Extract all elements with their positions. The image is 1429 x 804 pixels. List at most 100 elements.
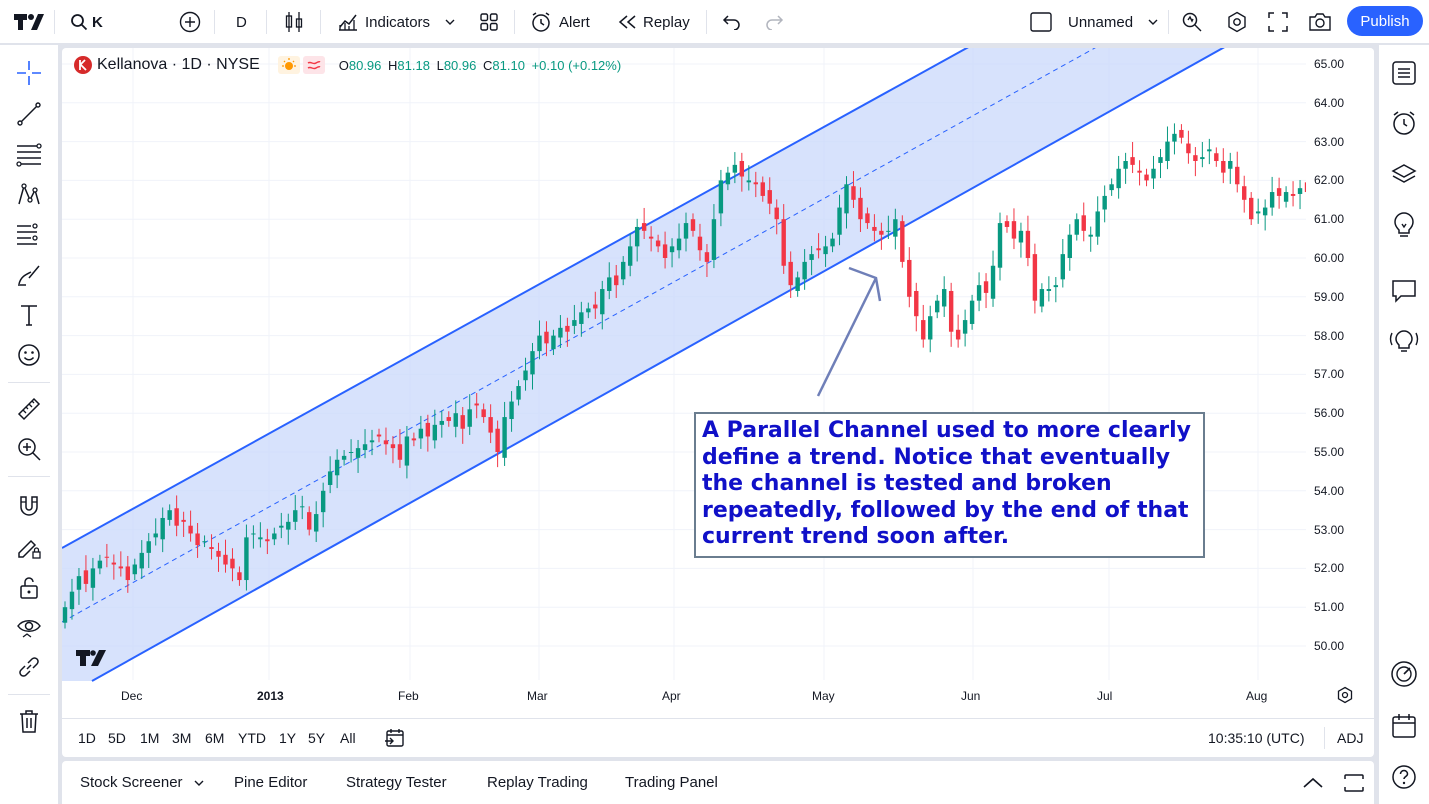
camera-icon bbox=[1309, 13, 1331, 31]
candle-body bbox=[600, 289, 605, 315]
lock-drawings-tool[interactable] bbox=[0, 567, 58, 607]
chevron-down-icon bbox=[445, 19, 455, 25]
publish-button[interactable]: Publish bbox=[1347, 6, 1423, 36]
quick-search-button[interactable] bbox=[1181, 0, 1205, 44]
range-button-3m[interactable]: 3M bbox=[172, 730, 192, 746]
pattern-tool[interactable] bbox=[0, 174, 58, 214]
alert-button[interactable]: Alert bbox=[530, 0, 590, 44]
candle-body bbox=[369, 440, 375, 443]
crosshair-tool[interactable] bbox=[0, 53, 58, 93]
brush-tool[interactable] bbox=[0, 254, 58, 294]
alerts-button[interactable] bbox=[1379, 103, 1429, 143]
compare-button[interactable] bbox=[179, 0, 201, 44]
trend-line-icon bbox=[17, 102, 41, 126]
range-button-1y[interactable]: 1Y bbox=[279, 730, 297, 746]
tab-stock-screener[interactable]: Stock Screener bbox=[80, 761, 205, 804]
chart-pane[interactable]: Kellanova · 1D · NYSE O80.96 H81.18 L80.… bbox=[62, 48, 1374, 757]
candle-body bbox=[572, 320, 577, 326]
zoom-tool[interactable] bbox=[0, 429, 58, 469]
candle-body bbox=[474, 403, 479, 406]
candle-body bbox=[607, 277, 612, 291]
candle-body bbox=[237, 572, 242, 581]
annotation-textbox[interactable]: A Parallel Channel used to more clearly … bbox=[694, 412, 1205, 558]
indicators-button[interactable]: Indicators bbox=[337, 0, 456, 44]
range-button-1d[interactable]: 1D bbox=[78, 730, 96, 746]
range-button-ytd[interactable]: YTD bbox=[238, 730, 266, 746]
fullscreen-button[interactable] bbox=[1268, 0, 1288, 44]
emoji-tool[interactable] bbox=[0, 335, 58, 375]
candle-body bbox=[1102, 195, 1107, 210]
candle-body bbox=[1172, 133, 1177, 142]
text-tool[interactable] bbox=[0, 295, 58, 335]
channel-median-line bbox=[62, 48, 1096, 623]
redo-button[interactable] bbox=[764, 0, 784, 44]
tab-strategy-tester[interactable]: Strategy Tester bbox=[346, 761, 447, 804]
candle-body bbox=[718, 180, 724, 214]
link-tool[interactable] bbox=[0, 647, 58, 687]
tab-trading-panel[interactable]: Trading Panel bbox=[625, 761, 718, 804]
magnet-tool[interactable] bbox=[0, 487, 58, 527]
tab-replay-trading[interactable]: Replay Trading bbox=[487, 761, 588, 804]
trend-line-tool[interactable] bbox=[0, 94, 58, 134]
candle-body bbox=[1081, 215, 1086, 231]
tab-label: Pine Editor bbox=[234, 774, 308, 791]
pine-dashboard-button[interactable] bbox=[1379, 654, 1429, 694]
range-button-all[interactable]: All bbox=[340, 730, 356, 746]
snapshot-button[interactable] bbox=[1308, 0, 1332, 44]
fullscreen-icon bbox=[1268, 12, 1288, 32]
help-button[interactable] bbox=[1379, 757, 1429, 797]
stay-drawing-tool[interactable] bbox=[0, 527, 58, 567]
candle-body bbox=[1088, 234, 1093, 237]
candle-body bbox=[1144, 174, 1149, 181]
candle-body bbox=[488, 417, 493, 433]
chats-button[interactable] bbox=[1379, 271, 1429, 311]
range-button-1m[interactable]: 1M bbox=[140, 730, 160, 746]
price-axis-label: 57.00 bbox=[1314, 367, 1345, 382]
symbol-search[interactable]: K bbox=[70, 0, 103, 44]
settings-button[interactable] bbox=[1226, 0, 1248, 44]
crosshair-icon bbox=[17, 61, 41, 85]
undo-button[interactable] bbox=[722, 0, 742, 44]
interval-button[interactable]: D bbox=[236, 0, 247, 44]
range-button-5y[interactable]: 5Y bbox=[308, 730, 326, 746]
tab-pine-editor[interactable]: Pine Editor bbox=[234, 761, 307, 804]
fib-tool[interactable] bbox=[0, 134, 58, 174]
range-button-6m[interactable]: 6M bbox=[205, 730, 225, 746]
measure-tool[interactable] bbox=[0, 389, 58, 429]
object-tree-button[interactable] bbox=[1379, 155, 1429, 195]
chevron-down-icon bbox=[1148, 19, 1158, 25]
layout-menu-button[interactable]: Unnamed bbox=[1068, 0, 1159, 44]
candle-body bbox=[886, 230, 891, 232]
clock-display[interactable]: 10:35:10 (UTC) bbox=[1208, 730, 1305, 746]
templates-button[interactable] bbox=[479, 0, 499, 44]
replay-button[interactable]: Replay bbox=[617, 0, 690, 44]
candle-body bbox=[586, 308, 591, 313]
maximize-panel-button[interactable] bbox=[1343, 761, 1365, 804]
ideas-button[interactable] bbox=[1379, 205, 1429, 245]
price-chart[interactable] bbox=[62, 48, 1374, 718]
watchlist-button[interactable] bbox=[1379, 53, 1429, 93]
forecast-tool[interactable] bbox=[0, 214, 58, 254]
trash-icon bbox=[20, 710, 38, 733]
hide-drawings-tool[interactable] bbox=[0, 607, 58, 647]
chart-type-button[interactable] bbox=[284, 0, 304, 44]
candle-body bbox=[614, 275, 619, 286]
remove-drawings-tool[interactable] bbox=[0, 701, 58, 741]
candle-body bbox=[802, 261, 807, 280]
collapse-panel-button[interactable] bbox=[1302, 761, 1324, 804]
candle-body bbox=[900, 221, 905, 262]
price-axis-label: 61.00 bbox=[1314, 212, 1345, 227]
streams-button[interactable] bbox=[1379, 321, 1429, 361]
delayed-data-icon bbox=[302, 56, 325, 74]
candle-body bbox=[1018, 230, 1024, 243]
candle-body bbox=[1053, 285, 1059, 288]
market-status[interactable] bbox=[277, 56, 325, 74]
axis-settings-button[interactable] bbox=[1336, 686, 1354, 709]
range-button-5d[interactable]: 5D bbox=[108, 730, 126, 746]
adjust-data-button[interactable]: ADJ bbox=[1337, 730, 1364, 746]
tradingview-logo[interactable] bbox=[12, 0, 46, 44]
calendar-button[interactable] bbox=[1379, 706, 1429, 746]
candle-body bbox=[397, 444, 403, 460]
layout-checkbox[interactable] bbox=[1030, 0, 1052, 44]
go-to-date-button[interactable] bbox=[384, 719, 406, 757]
